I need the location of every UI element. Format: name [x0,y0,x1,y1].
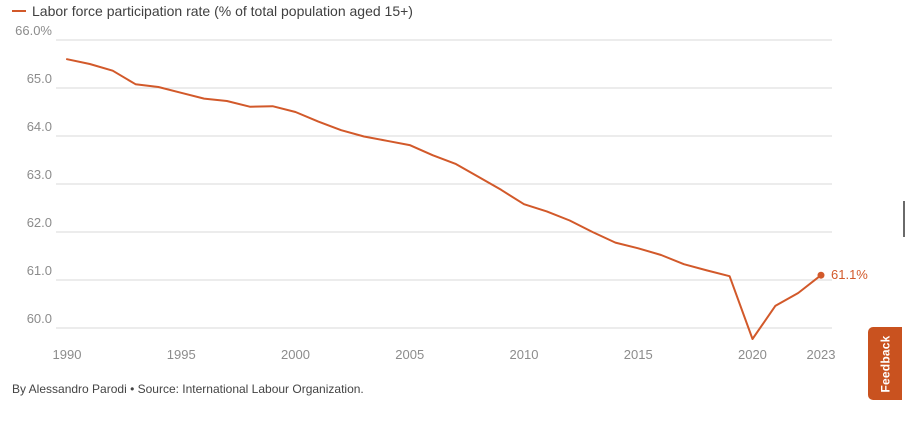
x-tick-label: 2015 [624,347,653,362]
x-tick-label: 2020 [738,347,767,362]
y-tick-label: 66.0% [15,23,52,38]
end-point-marker [817,271,825,279]
feedback-button[interactable]: Feedback [868,327,902,400]
y-tick-label: 65.0 [27,71,52,86]
chart-legend: Labor force participation rate (% of tot… [12,2,413,20]
legend-label: Labor force participation rate (% of tot… [32,3,413,19]
series-layer: 61.1% [66,58,868,340]
y-tick-label: 60.0 [27,311,52,326]
legend-swatch [12,10,26,12]
scrollbar-thumb[interactable] [903,201,905,237]
series-line [66,58,822,340]
gridlines [56,39,832,329]
x-tick-label: 1990 [53,347,82,362]
source-note: By Alessandro Parodi • Source: Internati… [12,382,364,396]
x-tick-label: 2023 [807,347,836,362]
x-tick-label: 2000 [281,347,310,362]
y-tick-label: 63.0 [27,167,52,182]
feedback-label: Feedback [878,335,892,392]
y-tick-label: 62.0 [27,215,52,230]
x-tick-label: 2005 [395,347,424,362]
x-tick-label: 1995 [167,347,196,362]
x-tick-label: 2010 [510,347,539,362]
y-tick-label: 61.0 [27,263,52,278]
y-tick-label: 64.0 [27,119,52,134]
x-axis-ticks: 1990 1995 2000 2005 2010 2015 2020 2023 [53,347,836,362]
y-axis-ticks: 66.0% 65.0 64.0 63.0 62.0 61.0 60.0 [15,23,52,326]
line-chart: 66.0% 65.0 64.0 63.0 62.0 61.0 60.0 1990 1995 20… [15,23,868,362]
end-value-label: 61.1% [831,267,868,282]
